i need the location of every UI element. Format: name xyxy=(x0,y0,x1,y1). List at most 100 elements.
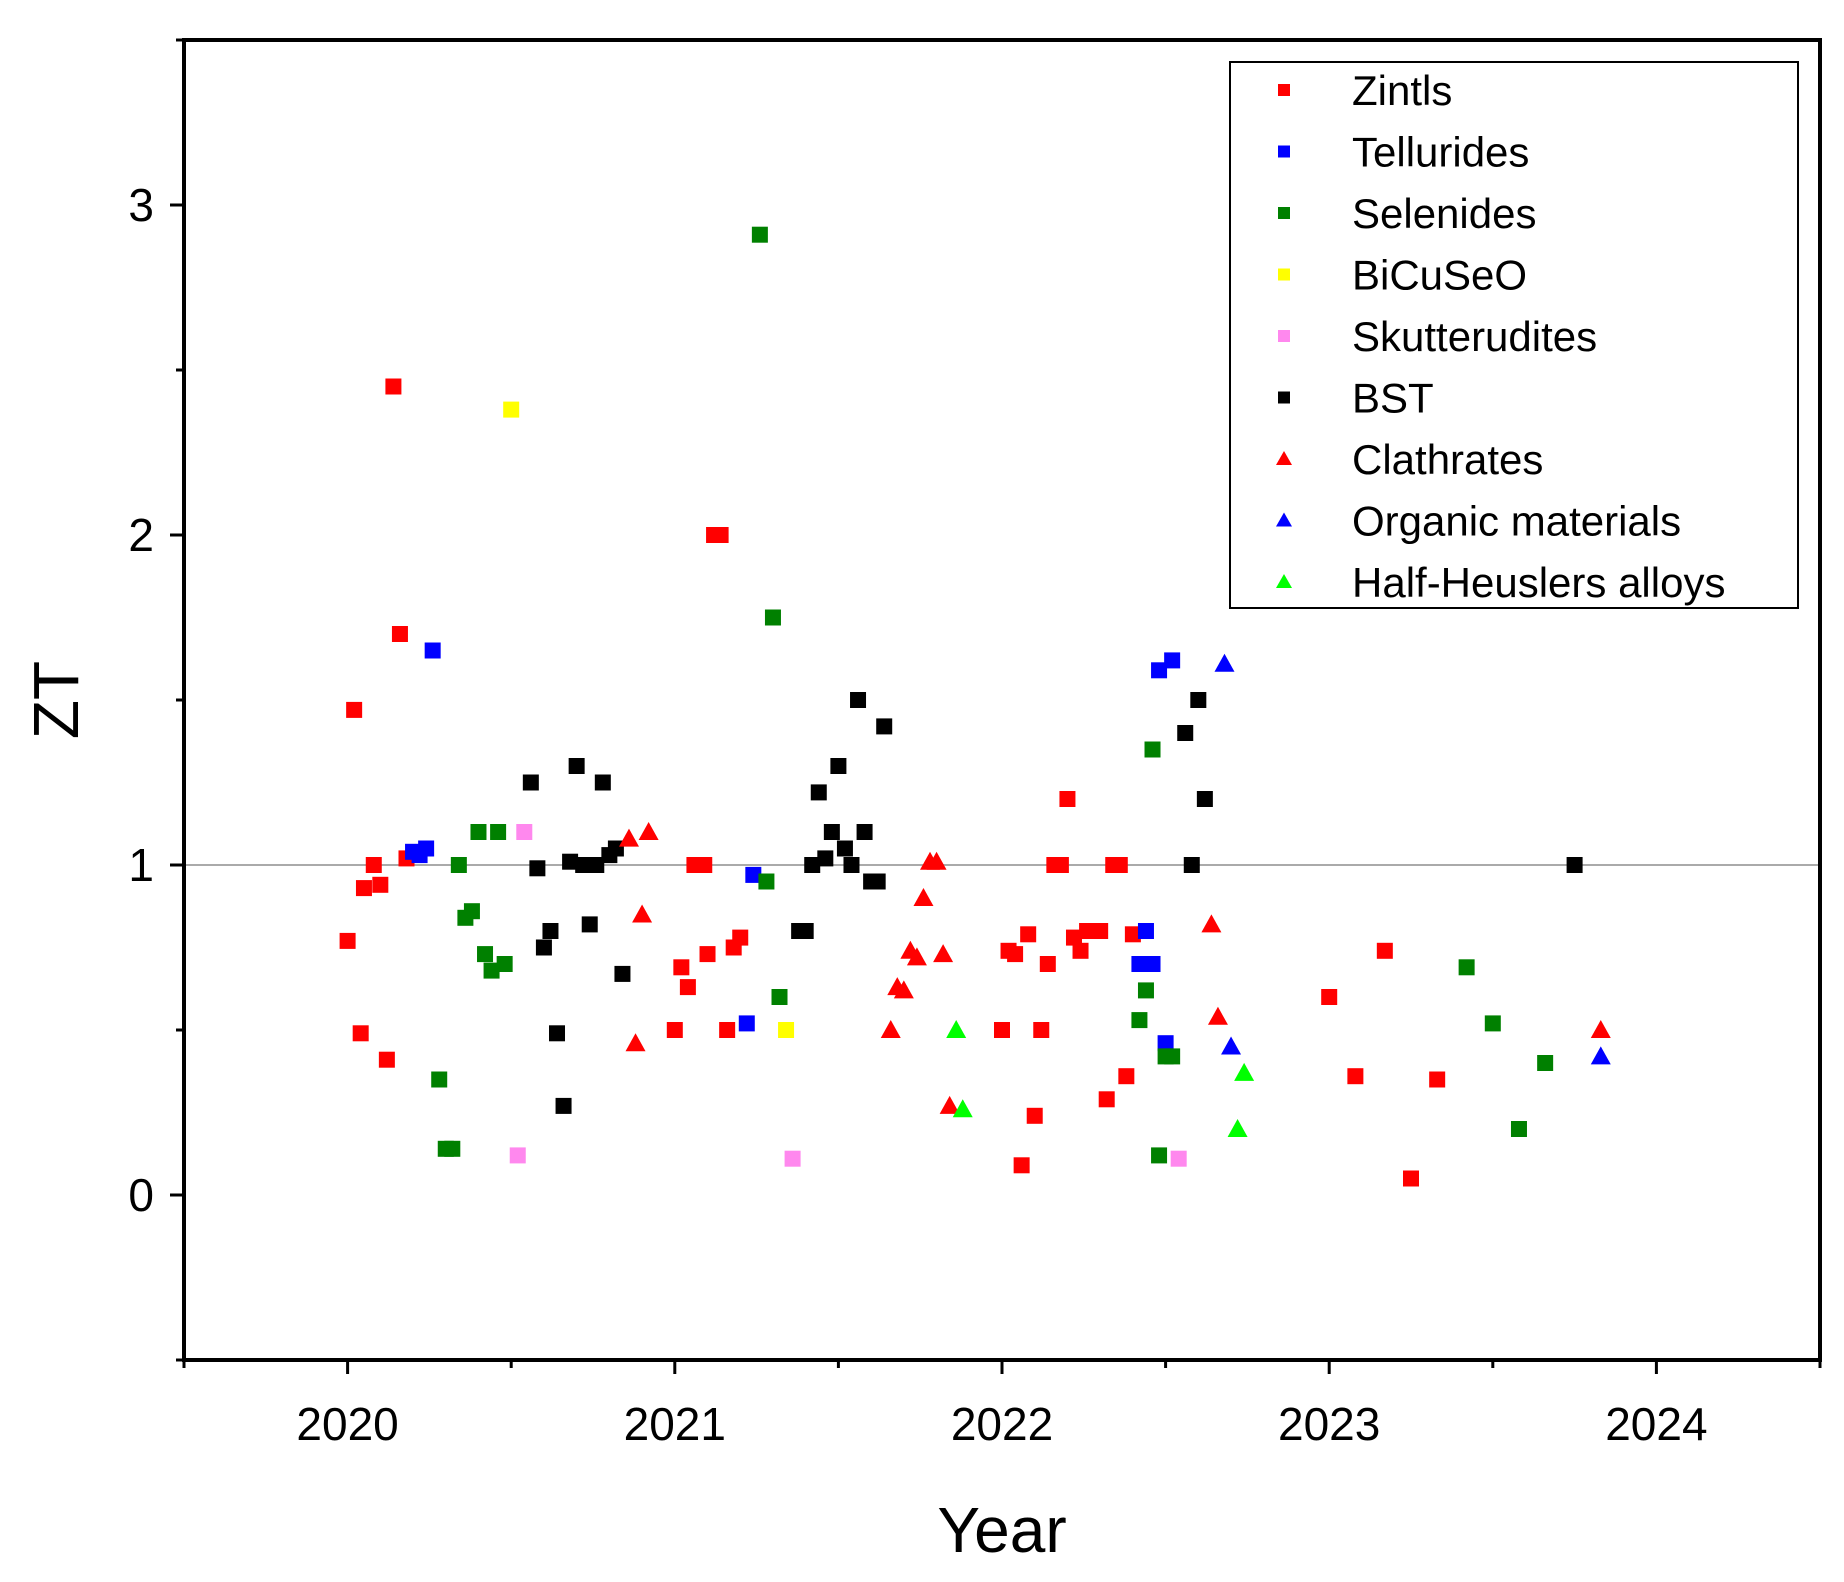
point-zintls xyxy=(1111,857,1128,873)
point-zintls xyxy=(732,929,749,946)
point-selenides xyxy=(444,1140,461,1157)
point-selenides xyxy=(1137,982,1154,999)
x-axis-label: Year xyxy=(937,1494,1066,1566)
point-selenides xyxy=(758,873,775,890)
x-tick-label: 2021 xyxy=(624,1398,726,1450)
legend-label-organic-materials: Organic materials xyxy=(1352,498,1681,545)
legend-marker-half-heuslers-alloys xyxy=(1276,574,1292,588)
point-zintls xyxy=(666,1022,683,1038)
point-organic-materials xyxy=(1221,1036,1242,1055)
point-bicuseo xyxy=(503,401,520,418)
legend-label-tellurides: Tellurides xyxy=(1352,129,1529,176)
legend: Zintls Tellurides Selenides BiCuSeO Skutteru… xyxy=(1229,61,1799,609)
point-bst xyxy=(1566,857,1583,873)
point-selenides xyxy=(463,903,480,920)
x-tick-label: 2023 xyxy=(1278,1398,1380,1450)
legend-marker-bst xyxy=(1278,391,1290,404)
point-bst xyxy=(581,916,598,933)
point-zintls xyxy=(1429,1071,1446,1088)
point-selenides xyxy=(1144,741,1161,758)
point-bst xyxy=(542,923,559,939)
point-zintls xyxy=(696,857,713,873)
legend-label-bicuseo: BiCuSeO xyxy=(1352,252,1527,299)
point-zintls xyxy=(346,701,363,718)
y-tick-label: 0 xyxy=(128,1169,154,1221)
point-clathrates xyxy=(880,1020,901,1038)
x-axis-ticks: 2020 2021 2022 2023 2024 xyxy=(182,1360,1822,1450)
legend-marker-selenides xyxy=(1278,207,1290,219)
point-tellurides xyxy=(738,1015,755,1032)
data-points-layer xyxy=(339,226,1611,1187)
point-bst xyxy=(568,758,585,774)
x-tick-label: 2020 xyxy=(296,1398,398,1450)
point-selenides xyxy=(1510,1121,1527,1137)
point-selenides xyxy=(490,824,507,840)
point-selenides xyxy=(771,989,788,1005)
point-bst xyxy=(555,1097,572,1114)
y-tick-label: 1 xyxy=(128,839,154,891)
point-zintls xyxy=(699,946,716,963)
point-half-heuslers-alloys xyxy=(946,1020,967,1038)
point-zintls xyxy=(1072,942,1089,959)
point-skutterudites xyxy=(784,1150,801,1167)
y-axis-label: ZT xyxy=(20,661,92,739)
point-bst xyxy=(843,857,860,873)
point-clathrates xyxy=(1201,914,1222,933)
point-zintls xyxy=(1052,857,1069,873)
legend-label-selenides: Selenides xyxy=(1352,190,1536,237)
point-bst xyxy=(535,939,552,956)
point-zintls xyxy=(1321,989,1338,1005)
point-organic-materials xyxy=(1590,1046,1611,1065)
point-organic-materials xyxy=(1214,653,1235,672)
point-zintls xyxy=(372,876,389,893)
point-zintls xyxy=(1065,929,1082,946)
point-zintls xyxy=(1059,791,1076,807)
point-zintls xyxy=(391,626,408,642)
point-tellurides xyxy=(1164,652,1181,669)
point-half-heuslers-alloys xyxy=(1227,1119,1248,1137)
point-bst xyxy=(1190,692,1207,708)
point-bst xyxy=(830,758,847,774)
point-zintls xyxy=(365,857,382,873)
point-clathrates xyxy=(625,1033,646,1052)
point-zintls xyxy=(1118,1068,1135,1085)
point-bst xyxy=(607,840,624,857)
point-bst xyxy=(588,857,605,873)
point-selenides xyxy=(477,946,494,963)
point-zintls xyxy=(1013,1157,1030,1174)
point-skutterudites xyxy=(516,824,533,840)
point-bst xyxy=(522,774,539,791)
point-clathrates xyxy=(939,1095,960,1114)
point-zintls xyxy=(1026,1107,1043,1124)
point-zintls xyxy=(1098,1091,1115,1108)
point-zintls xyxy=(1347,1068,1364,1085)
point-skutterudites xyxy=(1170,1150,1187,1167)
point-zintls xyxy=(1020,926,1037,943)
point-zintls xyxy=(1039,956,1056,972)
point-clathrates xyxy=(1590,1020,1611,1038)
point-tellurides xyxy=(1131,956,1148,972)
point-bst xyxy=(869,873,886,890)
point-tellurides xyxy=(1144,956,1161,972)
point-zintls xyxy=(385,378,402,395)
point-clathrates xyxy=(906,947,927,966)
point-clathrates xyxy=(632,904,653,923)
point-zintls xyxy=(1376,942,1393,959)
point-selenides xyxy=(1537,1055,1554,1071)
point-zintls xyxy=(679,979,696,996)
point-half-heuslers-alloys xyxy=(952,1099,973,1118)
point-bst xyxy=(1177,725,1194,741)
point-selenides xyxy=(764,609,781,626)
point-zintls xyxy=(352,1025,369,1042)
point-selenides xyxy=(496,956,513,972)
point-selenides xyxy=(751,226,768,243)
point-zintls xyxy=(1033,1022,1050,1038)
point-selenides xyxy=(431,1071,448,1088)
legend-marker-tellurides xyxy=(1278,145,1290,158)
point-selenides xyxy=(1131,1012,1148,1029)
point-selenides xyxy=(1151,1147,1168,1164)
legend-marker-zintls xyxy=(1278,84,1290,96)
point-zintls xyxy=(712,527,729,543)
point-skutterudites xyxy=(509,1147,526,1164)
point-selenides xyxy=(470,824,487,840)
